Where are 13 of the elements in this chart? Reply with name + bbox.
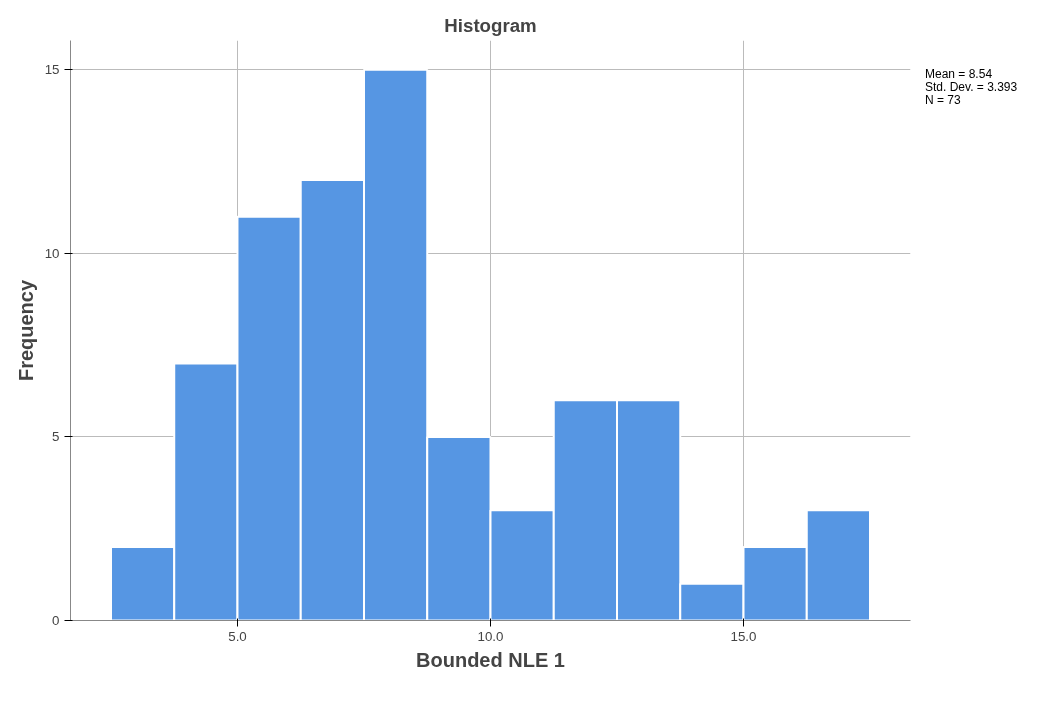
x-axis-title: Bounded NLE 1: [416, 648, 565, 671]
text: Std. Dev. = 3.393: [925, 80, 1018, 94]
text: Mean = 8.54: [925, 67, 994, 81]
y-tick-label: 0: [52, 613, 60, 628]
y-tick-label: 15: [44, 62, 60, 78]
x-tick-label: 15.0: [730, 628, 757, 644]
y-axis-title: Frequency: [14, 279, 37, 382]
y-tick-label: 5: [52, 429, 60, 445]
x-tick-label: 10.0: [477, 628, 504, 644]
chart-title: Histogram: [444, 14, 537, 36]
x-tick-label: 5.0: [228, 628, 247, 644]
y-tick-label: 10: [44, 245, 60, 261]
text: N = 73: [925, 93, 962, 107]
